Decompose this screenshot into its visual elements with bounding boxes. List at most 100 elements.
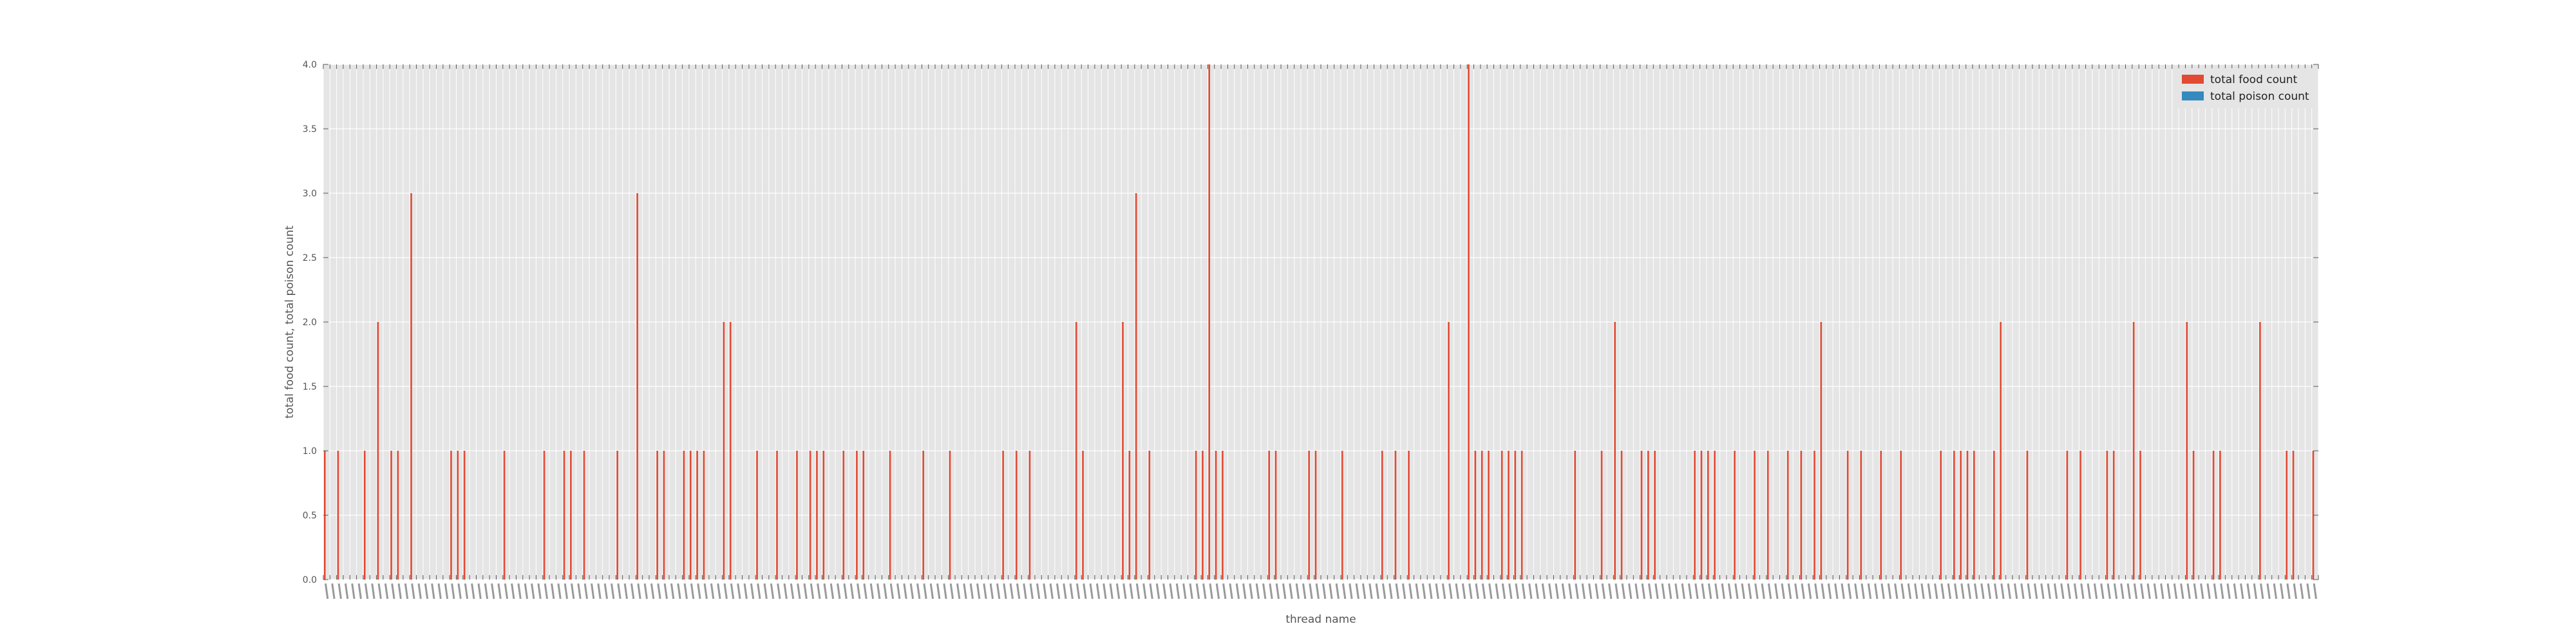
x-tick-label bbox=[2253, 583, 2258, 600]
x-tick-label bbox=[1575, 583, 1579, 600]
x-tick-label bbox=[2240, 583, 2244, 600]
x-tick-label bbox=[531, 583, 535, 600]
x-tick-label bbox=[2180, 583, 2184, 600]
bar bbox=[1520, 451, 1523, 580]
x-tick-label bbox=[1980, 583, 1985, 600]
x-tick-label bbox=[597, 583, 601, 600]
x-tick-label bbox=[504, 583, 509, 600]
x-tick-label bbox=[1488, 583, 1493, 600]
y-axis-label: total food count, total poison count bbox=[283, 225, 296, 419]
y-tick-label: 0.0 bbox=[303, 575, 317, 585]
x-tick-label bbox=[1468, 583, 1473, 600]
x-tick-label bbox=[577, 583, 582, 600]
x-tick-label bbox=[863, 583, 867, 600]
x-tick-label bbox=[1375, 583, 1379, 600]
x-tick-label bbox=[537, 583, 542, 600]
x-tick-label bbox=[869, 583, 875, 600]
x-tick-label bbox=[557, 583, 562, 600]
x-tick-label bbox=[1821, 583, 1825, 600]
x-tick-label bbox=[823, 583, 828, 600]
x-tick-label bbox=[325, 583, 329, 600]
bar bbox=[457, 451, 459, 580]
bar bbox=[503, 451, 506, 580]
x-tick-label bbox=[896, 583, 901, 600]
bar bbox=[1860, 451, 1862, 580]
bar bbox=[1614, 322, 1616, 580]
x-tick-label bbox=[683, 583, 688, 600]
bar bbox=[1900, 451, 1902, 580]
bar bbox=[463, 451, 466, 580]
x-tick-label bbox=[1341, 583, 1347, 600]
bar bbox=[1468, 64, 1470, 580]
bar bbox=[842, 451, 845, 580]
bar bbox=[543, 451, 545, 580]
x-tick-label bbox=[497, 583, 502, 600]
x-tick-label bbox=[943, 583, 947, 600]
x-tick-label bbox=[1202, 583, 1207, 600]
bar bbox=[1135, 193, 1137, 580]
x-tick-label bbox=[2260, 583, 2264, 600]
x-tick-label bbox=[643, 583, 648, 600]
bar bbox=[856, 451, 858, 580]
x-tick-label bbox=[1555, 583, 1559, 600]
x-tick-label bbox=[630, 583, 635, 600]
x-tick-label bbox=[1381, 583, 1387, 600]
x-tick-label bbox=[1741, 583, 1745, 600]
x-tick-label bbox=[1009, 583, 1014, 600]
bar bbox=[1620, 451, 1623, 580]
legend-label-total-food-count: total food count bbox=[2210, 73, 2298, 86]
x-tick-label bbox=[949, 583, 954, 600]
bar bbox=[397, 451, 399, 580]
bar bbox=[729, 322, 732, 580]
x-tick-label bbox=[2293, 583, 2298, 600]
x-tick-label bbox=[1774, 583, 1779, 600]
bar bbox=[862, 451, 865, 580]
x-tick-label bbox=[2067, 583, 2071, 600]
x-tick-label bbox=[1767, 583, 1772, 600]
x-tick-label bbox=[797, 583, 801, 600]
bar bbox=[1015, 451, 1018, 580]
bar bbox=[1786, 451, 1789, 580]
bar bbox=[1215, 451, 1217, 580]
x-tick-label bbox=[2033, 583, 2038, 600]
x-tick-label bbox=[1521, 583, 1526, 600]
x-tick-label bbox=[451, 583, 455, 600]
x-tick-label bbox=[1867, 583, 1872, 600]
x-tick-label bbox=[2093, 583, 2098, 600]
x-tick-label bbox=[1934, 583, 1938, 600]
bar bbox=[1202, 451, 1204, 580]
x-tick-label bbox=[1361, 583, 1367, 600]
x-tick-label bbox=[1043, 583, 1047, 600]
x-tick-label bbox=[1814, 583, 1819, 600]
x-tick-label bbox=[2226, 583, 2231, 600]
x-tick-label bbox=[1309, 583, 1313, 600]
x-tick-label bbox=[770, 583, 775, 600]
x-tick-label bbox=[1674, 583, 1679, 600]
x-tick-label bbox=[1608, 583, 1613, 600]
x-tick-label bbox=[1927, 583, 1932, 600]
bar bbox=[2000, 322, 2002, 580]
x-tick-label bbox=[1701, 583, 1705, 600]
x-tick-label bbox=[1249, 583, 1253, 600]
x-tick-label bbox=[524, 583, 529, 600]
bar bbox=[1488, 451, 1490, 580]
x-tick-label bbox=[1189, 583, 1193, 600]
x-tick-label bbox=[857, 583, 861, 600]
x-tick-label bbox=[1861, 583, 1865, 600]
bar bbox=[1940, 451, 1942, 580]
x-tick-label bbox=[384, 583, 389, 600]
x-tick-label bbox=[1920, 583, 1925, 600]
x-tick-label bbox=[697, 583, 701, 600]
x-tick-label bbox=[1880, 583, 1885, 600]
legend-label-total-poison-count: total poison count bbox=[2210, 90, 2309, 103]
bar bbox=[363, 451, 366, 580]
bar bbox=[1574, 451, 1577, 580]
x-tick-label bbox=[1561, 583, 1566, 600]
bar bbox=[822, 451, 825, 580]
bar bbox=[796, 451, 798, 580]
x-tick-label bbox=[2220, 583, 2224, 600]
bar bbox=[1754, 451, 1756, 580]
bar bbox=[570, 451, 572, 580]
x-tick-label bbox=[1355, 583, 1359, 600]
bar bbox=[689, 451, 692, 580]
